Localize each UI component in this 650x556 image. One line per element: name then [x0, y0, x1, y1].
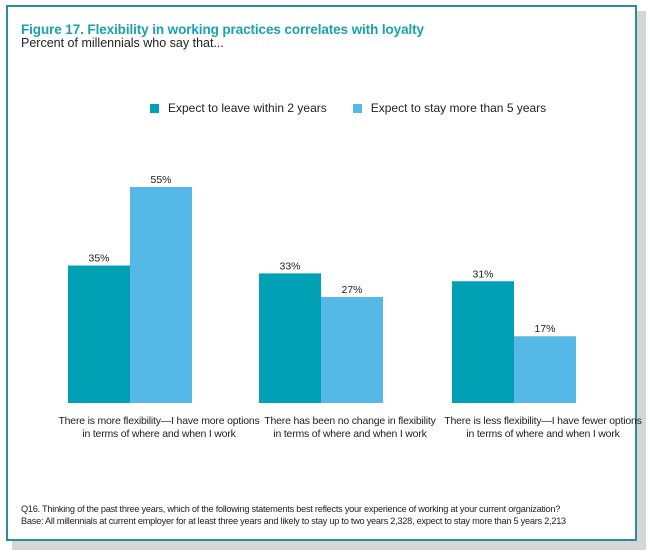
- legend-swatch-leave: [150, 103, 159, 113]
- footnote: Q16. Thinking of the past three years, w…: [21, 503, 566, 527]
- category-label-line: in terms of where and when I work: [82, 428, 236, 440]
- data-label-stay-1: 27%: [341, 284, 362, 296]
- footnote-question: Q16. Thinking of the past three years, w…: [21, 504, 561, 514]
- data-label-leave-1: 33%: [279, 260, 300, 272]
- bar-leave-1: [259, 273, 321, 403]
- bar-leave-2: [452, 281, 514, 403]
- chart-title: Figure 17. Flexibility in working practi…: [21, 22, 424, 37]
- category-label-line: There is less flexibility—I have fewer o…: [444, 415, 642, 427]
- legend: Expect to leave within 2 years Expect to…: [150, 101, 546, 115]
- legend-swatch-stay: [352, 103, 362, 113]
- legend-item-stay: Expect to stay more than 5 years: [352, 101, 547, 115]
- category-label-line: in terms of where and when I work: [466, 428, 620, 440]
- legend-label-leave: Expect to leave within 2 years: [168, 101, 327, 115]
- category-label-no-change: There has been no change in flexibility …: [245, 415, 455, 441]
- data-label-stay-2: 17%: [534, 323, 555, 335]
- bar-stay-0: [130, 187, 192, 403]
- data-label-stay-0: 55%: [150, 174, 171, 186]
- chart-subtitle: Percent of millennials who say that...: [21, 36, 224, 50]
- category-label-line: There has been no change in flexibility: [264, 415, 436, 427]
- bar-leave-0: [68, 265, 130, 403]
- legend-item-leave: Expect to leave within 2 years: [150, 101, 327, 115]
- bar-stay-1: [321, 296, 383, 403]
- category-label-less: There is less flexibility—I have fewer o…: [438, 415, 648, 441]
- data-label-leave-0: 35%: [88, 253, 109, 265]
- category-label-line: There is more flexibility—I have more op…: [58, 415, 260, 427]
- category-label-more: There is more flexibility—I have more op…: [54, 415, 264, 441]
- footnote-base: Base: All millennials at current employe…: [21, 516, 566, 526]
- legend-label-stay: Expect to stay more than 5 years: [370, 101, 547, 115]
- category-label-line: in terms of where and when I work: [273, 428, 427, 440]
- bar-stay-2: [514, 336, 576, 403]
- data-label-leave-2: 31%: [472, 268, 493, 280]
